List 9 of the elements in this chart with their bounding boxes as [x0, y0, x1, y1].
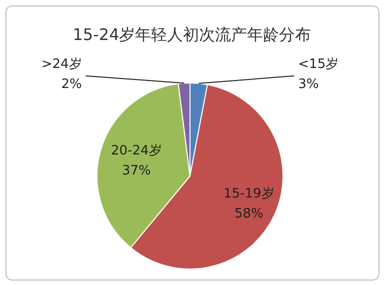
- slice-label: 15-19岁: [224, 186, 274, 202]
- data-label: 37%: [122, 163, 151, 178]
- data-label: 58%: [234, 206, 264, 222]
- slice-label: <15岁: [298, 56, 339, 72]
- data-label: 2%: [61, 76, 82, 92]
- slice-label: >24岁: [41, 56, 82, 72]
- data-label: 3%: [298, 76, 319, 92]
- slice-label: 20-24岁: [111, 143, 162, 158]
- chart-title: 15-24岁年轻人初次流产年龄分布: [72, 25, 312, 44]
